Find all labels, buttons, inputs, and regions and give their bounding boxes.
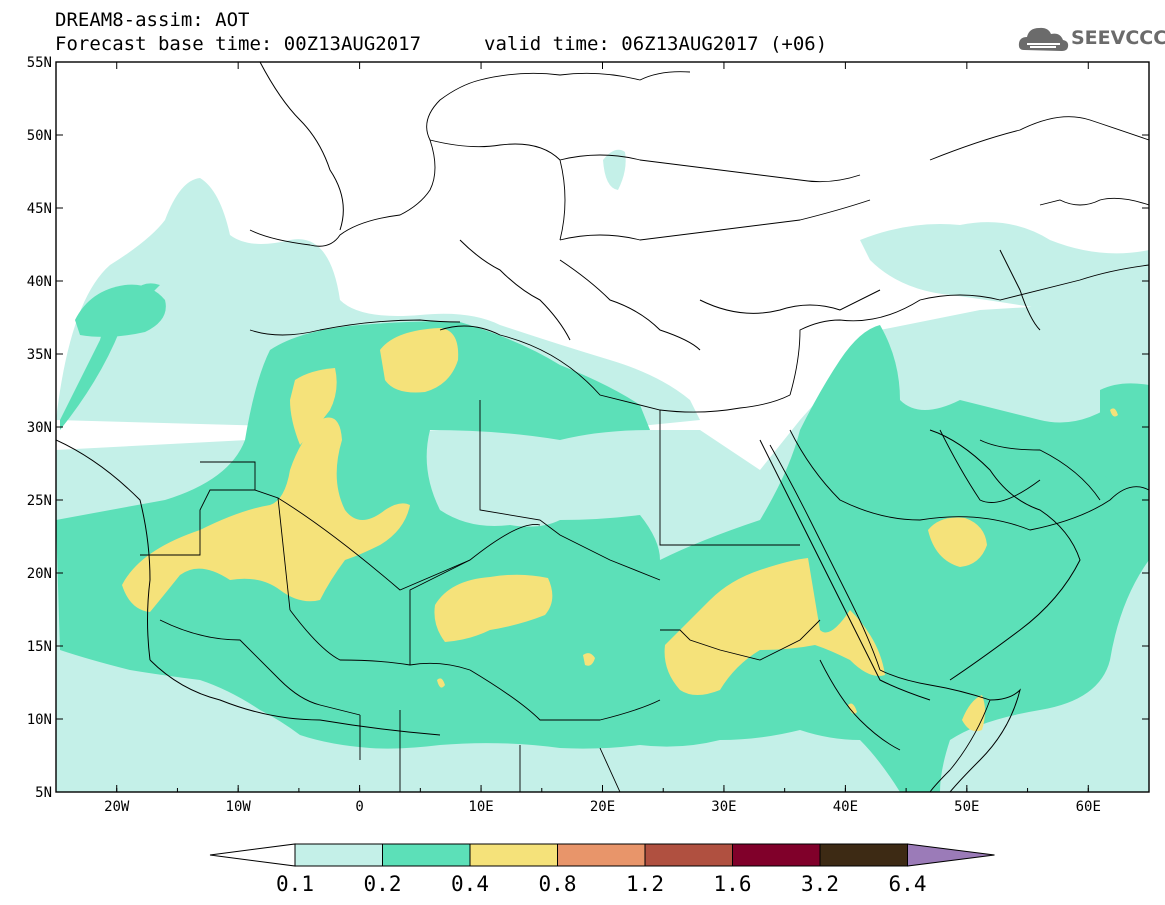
lat-tick-label: 45N <box>27 201 52 217</box>
seevccc-logo: SEEVCCC <box>1018 22 1165 58</box>
colorbar-label: 6.4 <box>889 872 927 896</box>
map-title: DREAM8-assim: AOT <box>55 9 250 31</box>
lon-tick-label: 10E <box>468 799 493 815</box>
colorbar-label: 0.1 <box>276 872 314 896</box>
colorbar-label: 0.8 <box>539 872 577 896</box>
aot-level-0.4 <box>122 328 1118 732</box>
lon-tick-label: 60E <box>1076 799 1101 815</box>
colorbar-segment <box>644 843 733 867</box>
colorbar-segment <box>469 843 558 867</box>
colorbar-below-arrow <box>209 843 296 867</box>
lon-tick-label: 40E <box>833 799 858 815</box>
colorbar-segment <box>557 843 646 867</box>
lat-tick-label: 50N <box>27 128 52 144</box>
coastlines <box>56 62 1081 792</box>
forecast-base-time: Forecast base time: 00Z13AUG2017 <box>55 33 422 55</box>
lon-tick-label: 10W <box>226 799 252 815</box>
lat-tick-label: 5N <box>35 785 52 801</box>
lat-tick-label: 30N <box>27 420 52 436</box>
colorbar-segment <box>294 843 383 867</box>
lon-tick-label: 20W <box>104 799 130 815</box>
lon-tick-label: 20E <box>590 799 615 815</box>
lon-tick-label: 50E <box>954 799 979 815</box>
longitude-axis: 20W 10W 0 10E 20E 30E 40E 50E 60E <box>55 62 1150 815</box>
lon-tick-label: 30E <box>711 799 736 815</box>
aot-fields <box>56 149 1149 792</box>
colorbar-above-arrow <box>907 843 995 867</box>
valid-time: valid time: 06Z13AUG2017 (+06) <box>484 33 828 55</box>
colorbar-label: 0.4 <box>451 872 489 896</box>
lat-tick-label: 55N <box>27 55 52 71</box>
country-boundaries <box>140 71 1149 792</box>
cloud-icon <box>1018 27 1069 51</box>
lat-tick-label: 15N <box>27 639 52 655</box>
lat-tick-label: 25N <box>27 493 52 509</box>
colorbar-label: 1.2 <box>626 872 664 896</box>
lat-tick-label: 40N <box>27 274 52 290</box>
lat-tick-label: 10N <box>27 712 52 728</box>
lat-tick-label: 20N <box>27 566 52 582</box>
colorbar: 0.1 0.2 0.4 0.8 1.2 1.6 3.2 6.4 <box>209 843 995 896</box>
colorbar-segment <box>732 843 821 867</box>
logo-text: SEEVCCC <box>1071 27 1165 49</box>
colorbar-segment <box>382 843 471 867</box>
colorbar-segment <box>819 843 908 867</box>
lon-tick-label: 0 <box>355 799 363 815</box>
colorbar-label: 3.2 <box>801 872 839 896</box>
colorbar-label: 0.2 <box>364 872 402 896</box>
latitude-axis: 55N 50N 45N 40N 35N 30N 25N 20N 15N 10N 5N <box>27 55 1149 801</box>
lat-tick-label: 35N <box>27 347 52 363</box>
colorbar-label: 1.6 <box>714 872 752 896</box>
